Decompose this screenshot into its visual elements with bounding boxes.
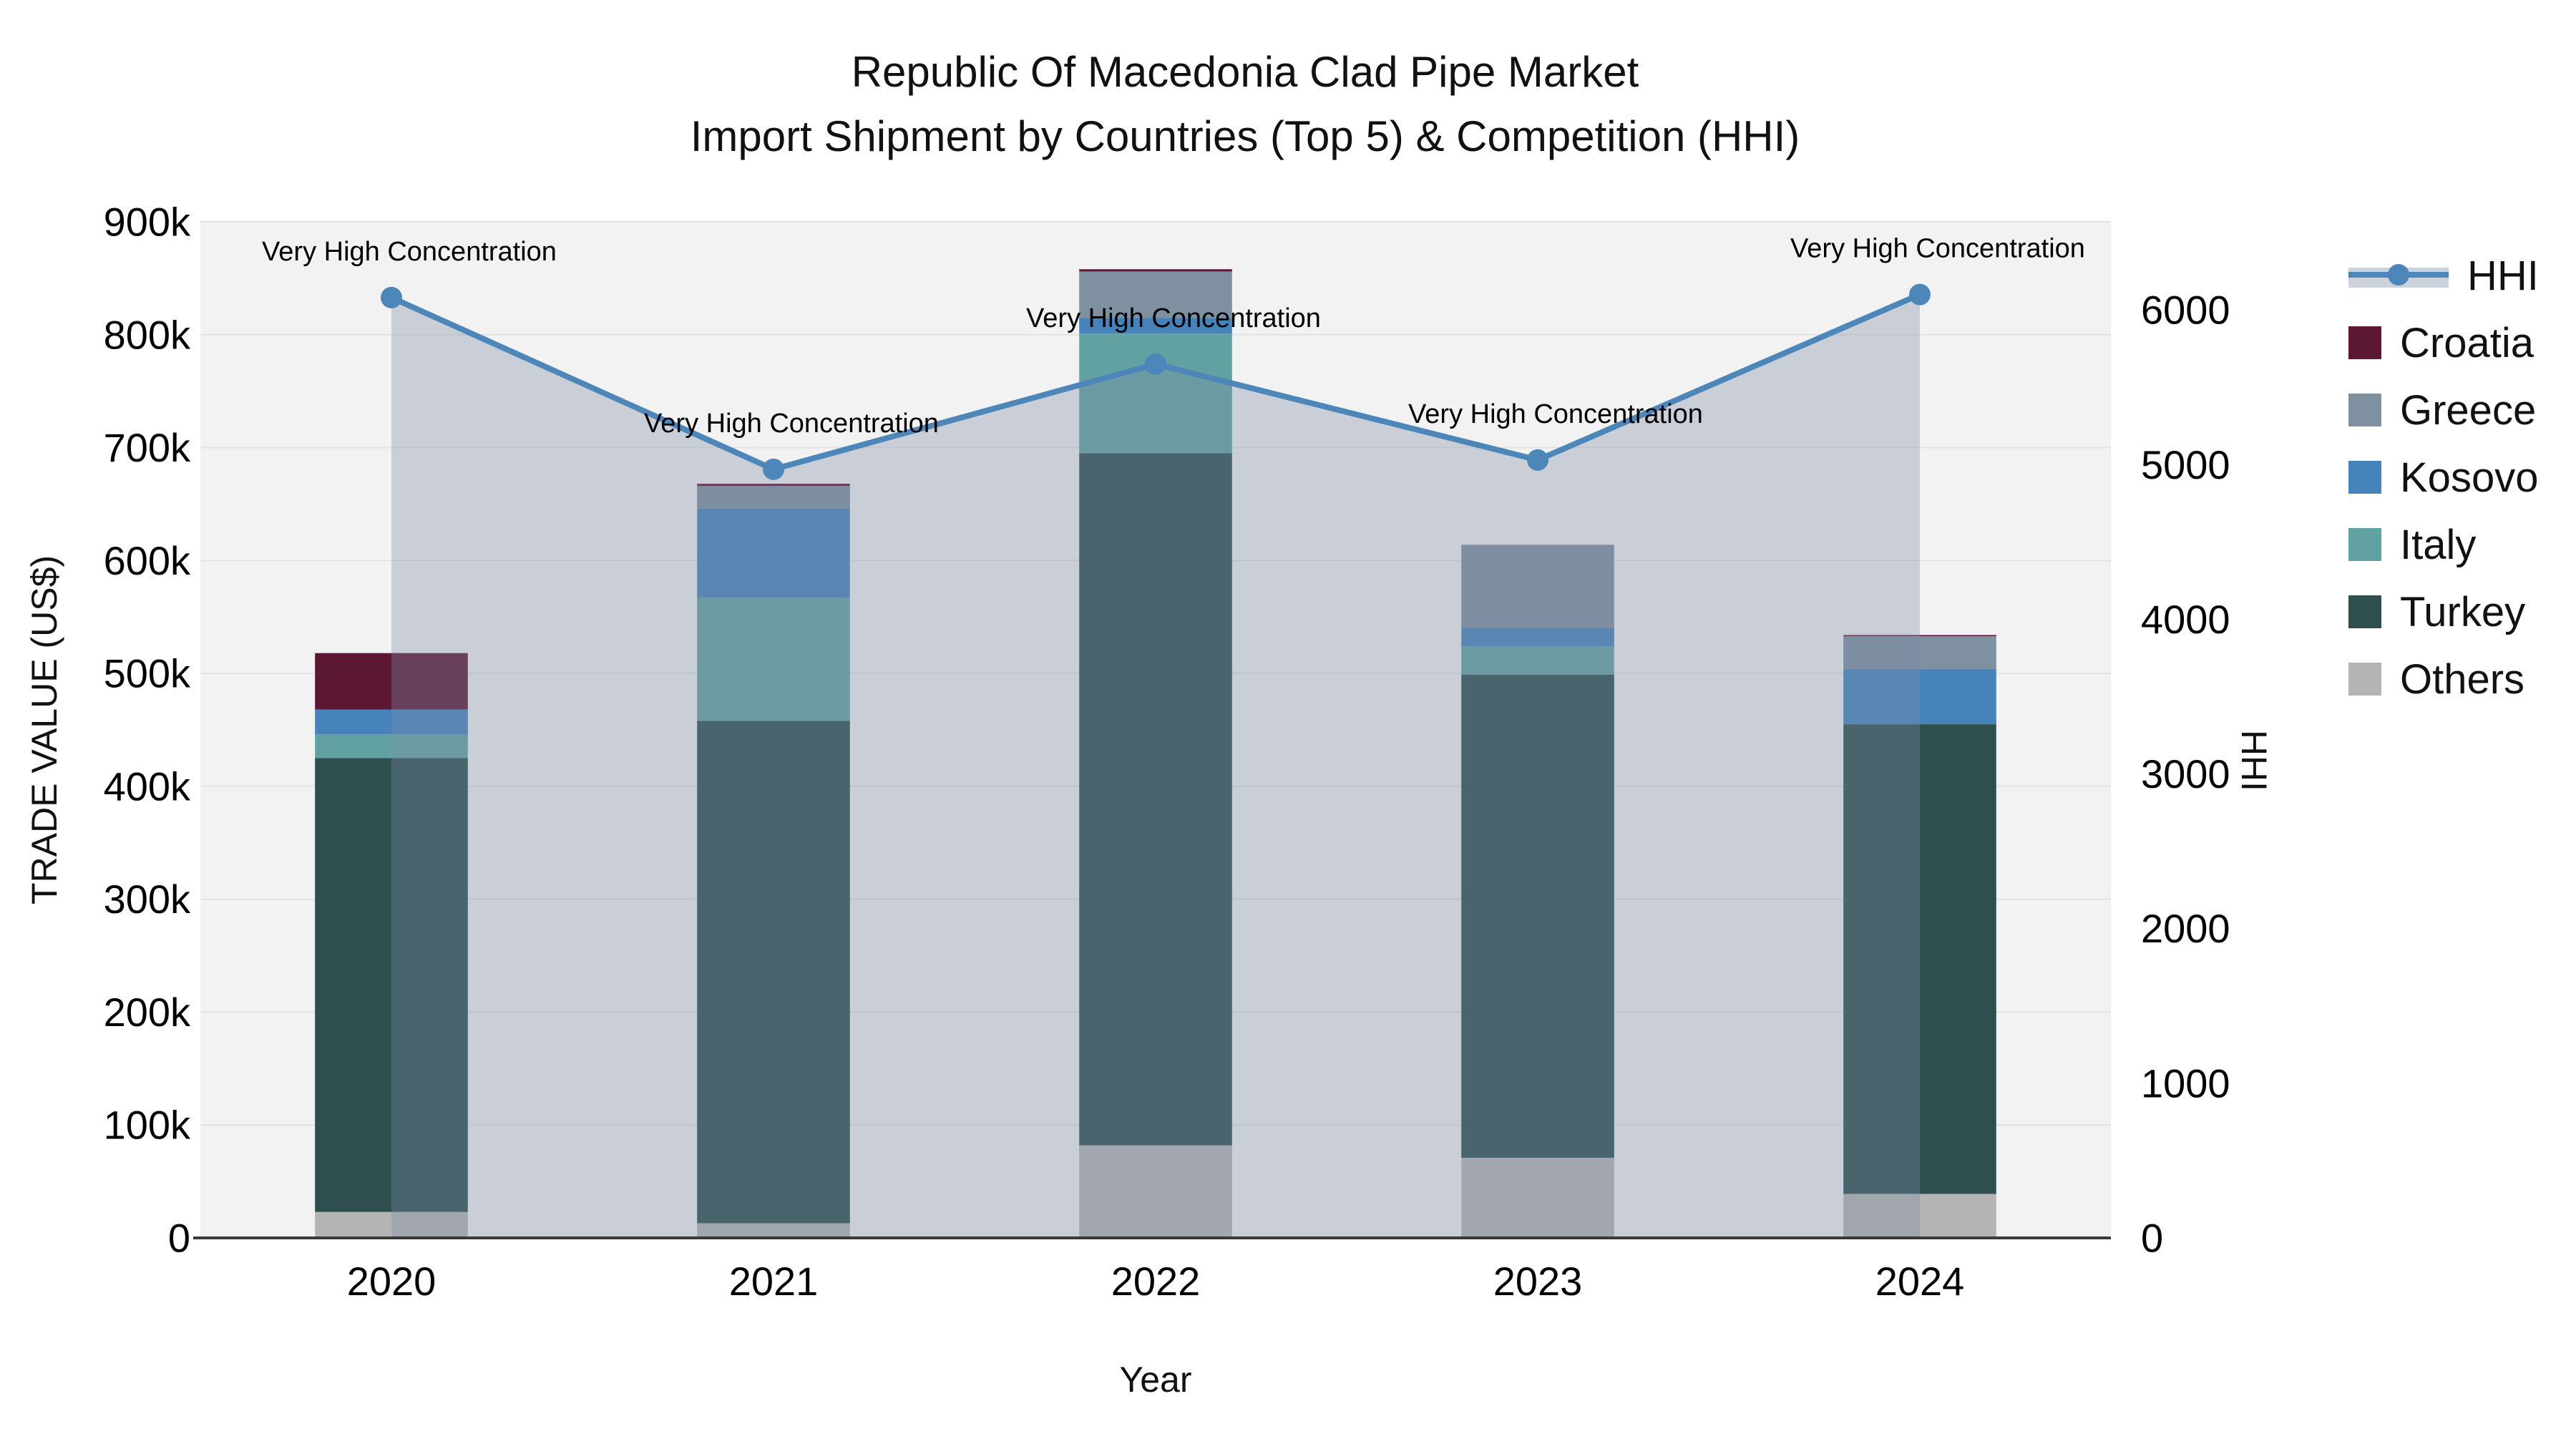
y-left-tick-700k: 700k: [104, 425, 191, 470]
bar-segment-greece-2023[interactable]: [1461, 545, 1614, 628]
x-tick-label-2024: 2024: [1875, 1259, 1965, 1304]
legend-label: Croatia: [2400, 319, 2534, 366]
bar-segment-others-2021[interactable]: [697, 1223, 850, 1238]
legend-label: Turkey: [2400, 588, 2526, 635]
chart-title: Republic Of Macedonia Clad Pipe Market: [851, 48, 1639, 96]
bar-segment-kosovo-2020[interactable]: [315, 709, 468, 735]
bar-segment-kosovo-2021[interactable]: [697, 508, 850, 598]
turkey-swatch-icon: [2348, 595, 2381, 628]
y-left-tick-100k: 100k: [104, 1103, 191, 1148]
y-left-tick-600k: 600k: [104, 538, 191, 583]
x-tick-label-2020: 2020: [347, 1259, 436, 1304]
x-axis-title: Year: [1119, 1360, 1192, 1400]
chart-legend: HHI Croatia Greece Kosovo Italy Turkey Others: [2348, 242, 2539, 713]
bar-segment-italy-2020[interactable]: [315, 734, 468, 758]
y-left-tick-900k: 900k: [104, 200, 191, 245]
y-left-tick-200k: 200k: [104, 990, 191, 1035]
legend-item-kosovo[interactable]: Kosovo: [2348, 444, 2539, 511]
annotation-2020: Very High Concentration: [262, 237, 557, 267]
y-axis-title-left: TRADE VALUE (US$): [24, 555, 64, 905]
bar-segment-others-2024[interactable]: [1843, 1194, 1996, 1238]
bar-segment-turkey-2022[interactable]: [1079, 453, 1232, 1146]
y-left-tick-300k: 300k: [104, 877, 191, 922]
x-tick-label-2022: 2022: [1111, 1259, 1201, 1304]
hhi-marker-2023[interactable]: [1527, 449, 1548, 471]
y-right-tick-3000: 3000: [2141, 751, 2230, 796]
x-tick-label-2021: 2021: [729, 1259, 819, 1304]
y-right-tick-5000: 5000: [2141, 442, 2230, 487]
hhi-area-fill: [391, 294, 1920, 1238]
bar-segment-greece-2024[interactable]: [1843, 636, 1996, 669]
y-left-tick-500k: 500k: [104, 651, 191, 696]
legend-item-hhi[interactable]: HHI: [2348, 242, 2539, 309]
legend-item-greece[interactable]: Greece: [2348, 376, 2539, 444]
annotation-2023: Very High Concentration: [1408, 399, 1703, 429]
bar-segment-others-2022[interactable]: [1079, 1145, 1232, 1238]
bar-segment-kosovo-2022[interactable]: [1079, 318, 1232, 334]
chart-subtitle: Import Shipment by Countries (Top 5) & C…: [690, 112, 1800, 160]
hhi-marker-2021[interactable]: [763, 458, 784, 480]
bar-segment-italy-2023[interactable]: [1461, 646, 1614, 675]
kosovo-swatch-icon: [2348, 461, 2381, 494]
legend-item-turkey[interactable]: Turkey: [2348, 578, 2539, 645]
y-left-tick-0: 0: [168, 1216, 190, 1261]
annotation-2021: Very High Concentration: [644, 409, 939, 439]
y-right-tick-0: 0: [2141, 1216, 2163, 1261]
bar-segment-greece-2021[interactable]: [697, 486, 850, 509]
others-swatch-icon: [2348, 663, 2381, 696]
greece-swatch-icon: [2348, 394, 2381, 426]
hhi-marker-2020[interactable]: [381, 286, 402, 308]
bar-segment-kosovo-2023[interactable]: [1461, 628, 1614, 647]
bar-segment-croatia-2020[interactable]: [315, 653, 468, 710]
y-right-tick-4000: 4000: [2141, 597, 2230, 642]
legend-label: Greece: [2400, 386, 2537, 434]
y-left-tick-800k: 800k: [104, 312, 191, 357]
bar-segment-kosovo-2024[interactable]: [1843, 668, 1996, 725]
legend-label: Others: [2400, 655, 2525, 703]
annotation-2022: Very High Concentration: [1026, 303, 1321, 333]
legend-item-croatia[interactable]: Croatia: [2348, 309, 2539, 376]
bar-segment-croatia-2021[interactable]: [697, 484, 850, 487]
bar-segment-croatia-2024[interactable]: [1843, 635, 1996, 637]
y-axis-title-right: HHI: [2234, 729, 2274, 792]
bar-segment-croatia-2022[interactable]: [1079, 269, 1232, 272]
hhi-marker-2024[interactable]: [1909, 283, 1931, 306]
bar-segment-others-2023[interactable]: [1461, 1157, 1614, 1238]
croatia-swatch-icon: [2348, 326, 2381, 359]
italy-swatch-icon: [2348, 528, 2381, 561]
bar-segment-greece-2022[interactable]: [1079, 271, 1232, 318]
legend-label: Kosovo: [2400, 454, 2539, 501]
y-right-tick-6000: 6000: [2141, 288, 2230, 333]
y-left-tick-400k: 400k: [104, 763, 191, 809]
annotation-2024: Very High Concentration: [1790, 234, 2085, 264]
y-right-tick-2000: 2000: [2141, 906, 2230, 951]
legend-label: Italy: [2400, 521, 2477, 568]
bar-segment-italy-2021[interactable]: [697, 597, 850, 721]
bar-segment-others-2020[interactable]: [315, 1211, 468, 1238]
bar-segment-turkey-2021[interactable]: [697, 721, 850, 1224]
x-tick-label-2023: 2023: [1493, 1259, 1583, 1304]
legend-label: HHI: [2467, 252, 2539, 299]
bar-segment-turkey-2023[interactable]: [1461, 674, 1614, 1158]
y-right-tick-1000: 1000: [2141, 1060, 2230, 1106]
hhi-marker-2022[interactable]: [1145, 353, 1166, 375]
legend-item-italy[interactable]: Italy: [2348, 511, 2539, 578]
hhi-line-swatch-icon: [2348, 259, 2449, 292]
bar-segment-turkey-2020[interactable]: [315, 758, 468, 1212]
bar-segment-turkey-2024[interactable]: [1843, 724, 1996, 1194]
legend-item-others[interactable]: Others: [2348, 645, 2539, 713]
